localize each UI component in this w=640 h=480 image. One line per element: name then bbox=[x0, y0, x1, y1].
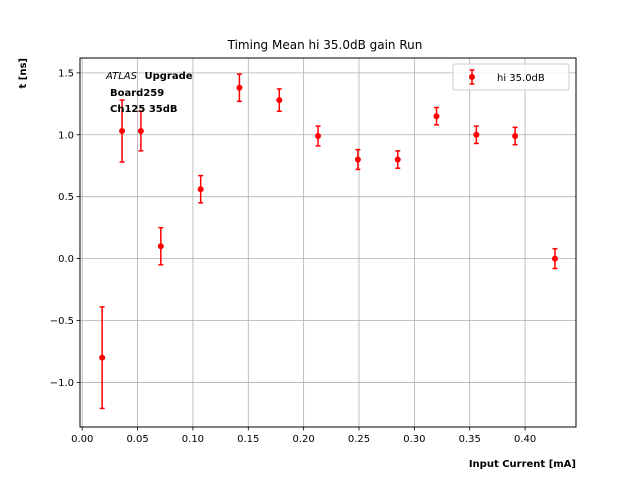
y-tick-label: −1.0 bbox=[50, 378, 74, 389]
atlas-label: ATLAS bbox=[105, 71, 138, 82]
plot-frame bbox=[79, 57, 577, 428]
legend-marker bbox=[469, 74, 475, 80]
data-point bbox=[236, 84, 243, 91]
y-axis-label: t [ns] bbox=[18, 58, 29, 88]
legend-entry-hi-35db: hi 35.0dB bbox=[497, 73, 545, 84]
data-point bbox=[315, 133, 322, 140]
data-point bbox=[197, 186, 204, 193]
upgrade-label: Upgrade bbox=[144, 71, 192, 82]
x-tick-label: 0.05 bbox=[126, 434, 148, 445]
data-point bbox=[473, 131, 480, 138]
annotation-line-1: ATLAS Upgrade bbox=[105, 71, 193, 82]
x-tick-label: 0.20 bbox=[293, 434, 315, 445]
x-axis-label: Input Current [mA] bbox=[469, 459, 576, 470]
data-point bbox=[119, 128, 126, 135]
atlas-annotation: ATLAS Upgrade Board259 Ch125 35dB bbox=[105, 71, 193, 115]
x-tick-label: 0.00 bbox=[71, 434, 93, 445]
data-point bbox=[433, 113, 440, 120]
legend-box bbox=[452, 63, 570, 91]
ticks: 0.00 0.05 0.10 0.15 0.20 0.25 0.30 0.35 0.40 −1.0… bbox=[50, 68, 537, 445]
chart-title: Timing Mean hi 35.0dB gain Run bbox=[227, 38, 423, 52]
x-tick-label: 0.40 bbox=[514, 434, 536, 445]
data-point bbox=[354, 156, 361, 163]
legend: hi 35.0dB bbox=[452, 63, 570, 91]
y-tick-label: 0.5 bbox=[58, 192, 74, 203]
annotation-channel: Ch125 35dB bbox=[110, 104, 178, 115]
data-point bbox=[512, 133, 519, 140]
x-tick-label: 0.30 bbox=[403, 434, 425, 445]
x-tick-label: 0.15 bbox=[237, 434, 259, 445]
data-point bbox=[551, 255, 558, 262]
x-tick-label: 0.35 bbox=[459, 434, 481, 445]
annotation-board: Board259 bbox=[110, 88, 164, 99]
data-layer bbox=[99, 73, 558, 410]
y-tick-label: −0.5 bbox=[50, 316, 74, 327]
x-tick-label: 0.10 bbox=[182, 434, 204, 445]
data-point bbox=[137, 128, 144, 135]
y-tick-label: 1.5 bbox=[58, 68, 74, 79]
data-point bbox=[157, 243, 164, 250]
data-point bbox=[99, 354, 106, 361]
grid bbox=[80, 58, 576, 427]
y-tick-label: 0.0 bbox=[58, 254, 74, 265]
x-tick-label: 0.25 bbox=[348, 434, 370, 445]
data-point bbox=[394, 156, 401, 163]
data-point bbox=[276, 97, 283, 104]
y-tick-label: 1.0 bbox=[58, 130, 74, 141]
